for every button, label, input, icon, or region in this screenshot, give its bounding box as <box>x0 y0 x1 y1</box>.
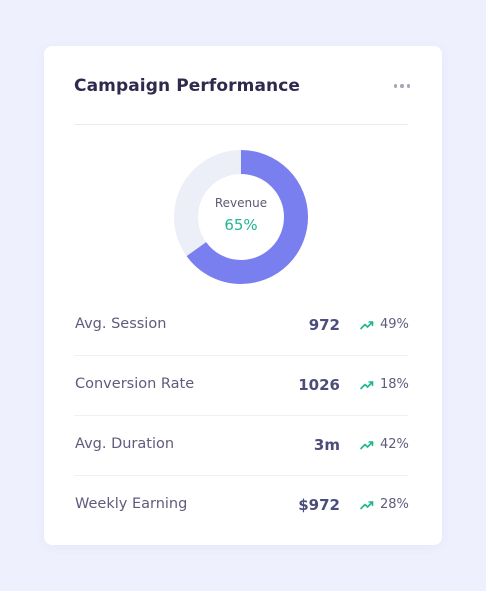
stat-row-avg-session: Avg. Session 972 49% <box>74 296 409 356</box>
stat-value: 972 <box>308 316 340 334</box>
stat-label: Conversion Rate <box>75 376 195 392</box>
more-horizontal-icon <box>393 84 398 88</box>
stats-list: Avg. Session 972 49% Conversion Rate 102… <box>74 296 409 535</box>
stat-row-weekly-earning: Weekly Earning $972 28% <box>74 476 409 535</box>
stat-row-conversion-rate: Conversion Rate 1026 18% <box>74 356 409 416</box>
trending-up-icon <box>360 321 374 330</box>
stat-change: 18% <box>380 377 409 392</box>
stat-change: 28% <box>380 497 409 512</box>
donut-fill-arc <box>174 150 308 284</box>
stat-label: Avg. Session <box>75 316 167 332</box>
stat-change: 49% <box>380 317 409 332</box>
stat-value: 1026 <box>298 376 340 394</box>
stat-row-avg-duration: Avg. Duration 3m 42% <box>74 416 409 476</box>
stat-value: 3m <box>313 436 340 454</box>
donut-value: 65% <box>224 216 258 234</box>
card-title: Campaign Performance <box>74 76 301 96</box>
donut-center: Revenue 65% <box>173 149 309 285</box>
header-divider <box>74 124 408 125</box>
more-options-button[interactable] <box>390 78 414 94</box>
stat-label: Avg. Duration <box>75 436 175 452</box>
stat-change: 42% <box>380 437 409 452</box>
campaign-performance-card: Campaign Performance Revenue 65% Avg. Se… <box>44 46 442 545</box>
revenue-donut-chart: Revenue 65% <box>173 149 309 285</box>
stat-value: $972 <box>298 496 340 514</box>
trending-up-icon <box>360 501 374 510</box>
stat-label: Weekly Earning <box>75 496 188 512</box>
donut-label: Revenue <box>214 196 268 210</box>
donut-svg <box>174 150 308 284</box>
trending-up-icon <box>360 441 374 450</box>
trending-up-icon <box>360 381 374 390</box>
